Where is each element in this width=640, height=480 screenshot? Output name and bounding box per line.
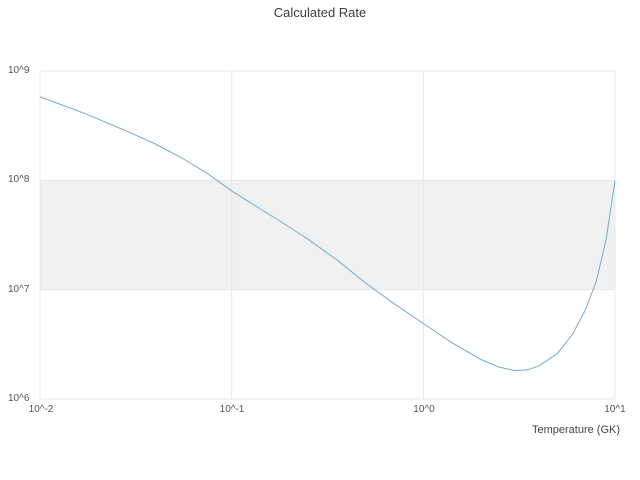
rate-line [39, 96, 616, 372]
chart-title: Calculated Rate [273, 5, 367, 20]
x-tick-1e-1: 10^-1 [219, 404, 245, 415]
gridlines [39, 70, 616, 400]
x-tick-1e-2: 10^-2 [28, 404, 54, 415]
y-tick-1e9: 10^9 [8, 65, 30, 76]
x-tick-1e1: 10^1 [604, 404, 626, 415]
x-tick-1e0: 10^0 [413, 404, 435, 415]
y-tick-1e8: 10^8 [8, 174, 30, 185]
x-axis-label: Temperature (GK) [531, 424, 620, 436]
y-tick-1e7: 10^7 [8, 284, 30, 295]
highlight-band [40, 180, 615, 290]
y-tick-1e6: 10^6 [8, 393, 30, 404]
